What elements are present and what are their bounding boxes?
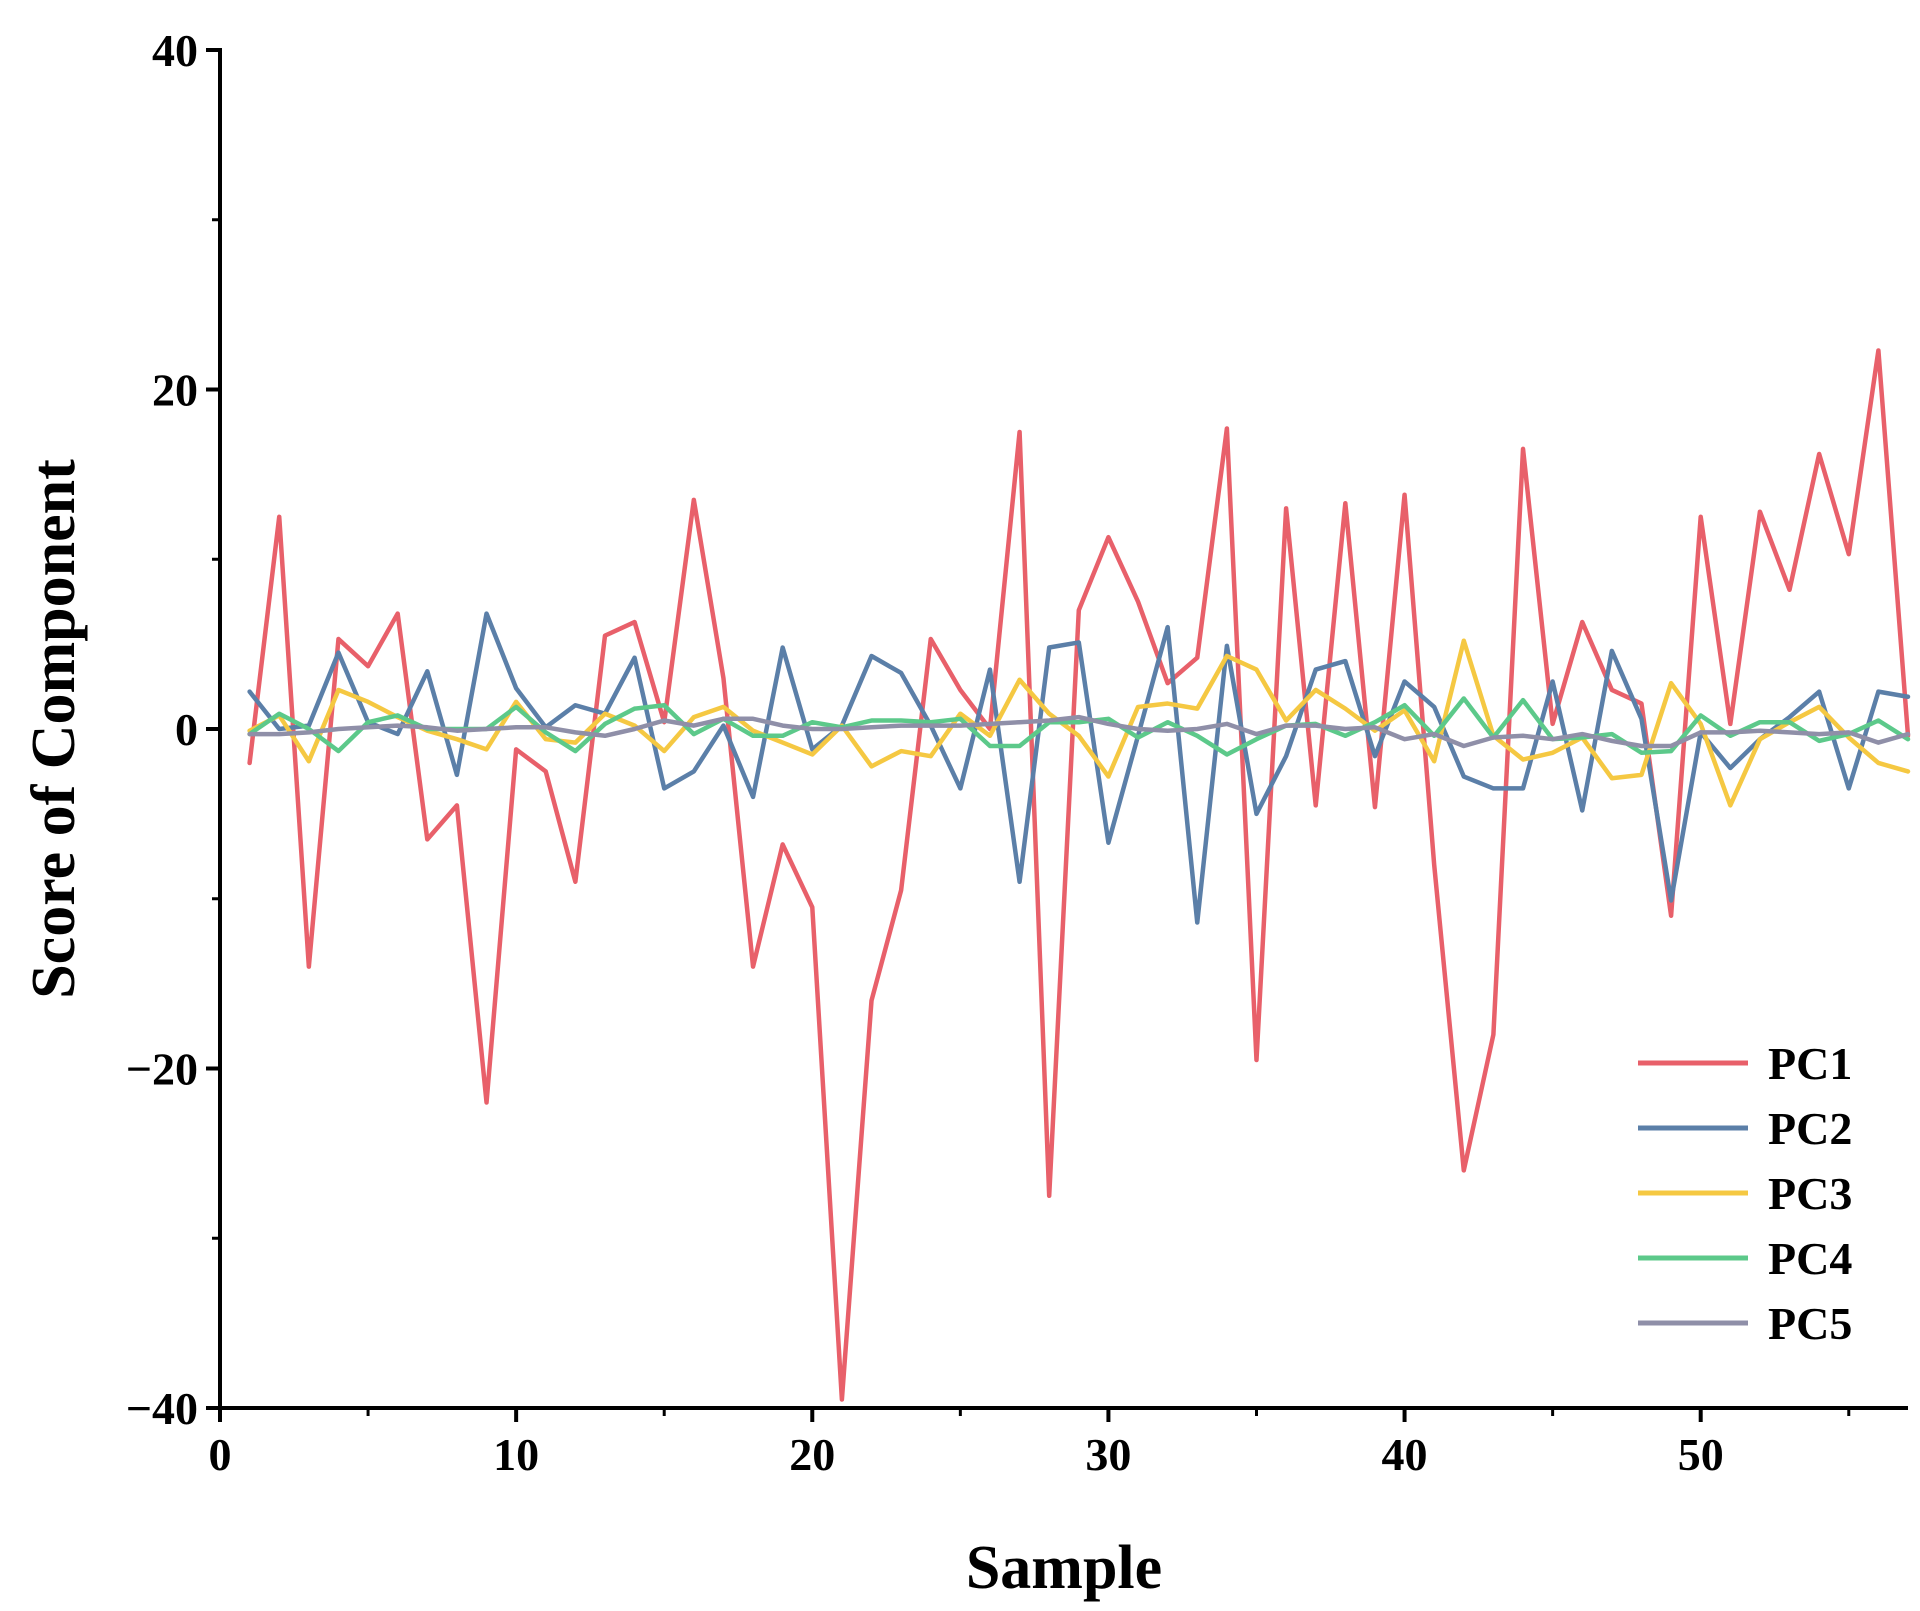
legend-label-pc2: PC2 — [1768, 1103, 1852, 1154]
legend: PC1 PC2 PC3 PC4 PC5 — [1638, 1038, 1852, 1349]
y-tick-label: −40 — [126, 1383, 198, 1434]
x-tick-label: 50 — [1678, 1429, 1724, 1480]
x-tick-label: 40 — [1382, 1429, 1428, 1480]
tick-marks — [206, 48, 1851, 1422]
legend-label-pc5: PC5 — [1768, 1298, 1852, 1349]
legend-label-pc1: PC1 — [1768, 1038, 1852, 1089]
y-tick-label: 40 — [152, 25, 198, 76]
series-lines — [247, 348, 1911, 1402]
x-tick-label: 30 — [1085, 1429, 1131, 1480]
x-tick-label: 20 — [789, 1429, 835, 1480]
y-axis-title: Score of Component — [20, 459, 88, 999]
tick-labels: −40 −20 0 20 40 0 10 20 30 40 50 — [126, 25, 1724, 1480]
y-tick-label: 0 — [175, 704, 198, 755]
x-tick-label: 10 — [493, 1429, 539, 1480]
x-tick-label: 0 — [209, 1429, 232, 1480]
y-tick-label: −20 — [126, 1044, 198, 1095]
series-line-pc5 — [247, 714, 1911, 749]
y-tick-label: 20 — [152, 365, 198, 416]
legend-label-pc4: PC4 — [1768, 1233, 1852, 1284]
legend-label-pc3: PC3 — [1768, 1168, 1852, 1219]
series-line-pc2 — [247, 611, 1911, 925]
x-axis-title: Sample — [966, 1534, 1162, 1602]
